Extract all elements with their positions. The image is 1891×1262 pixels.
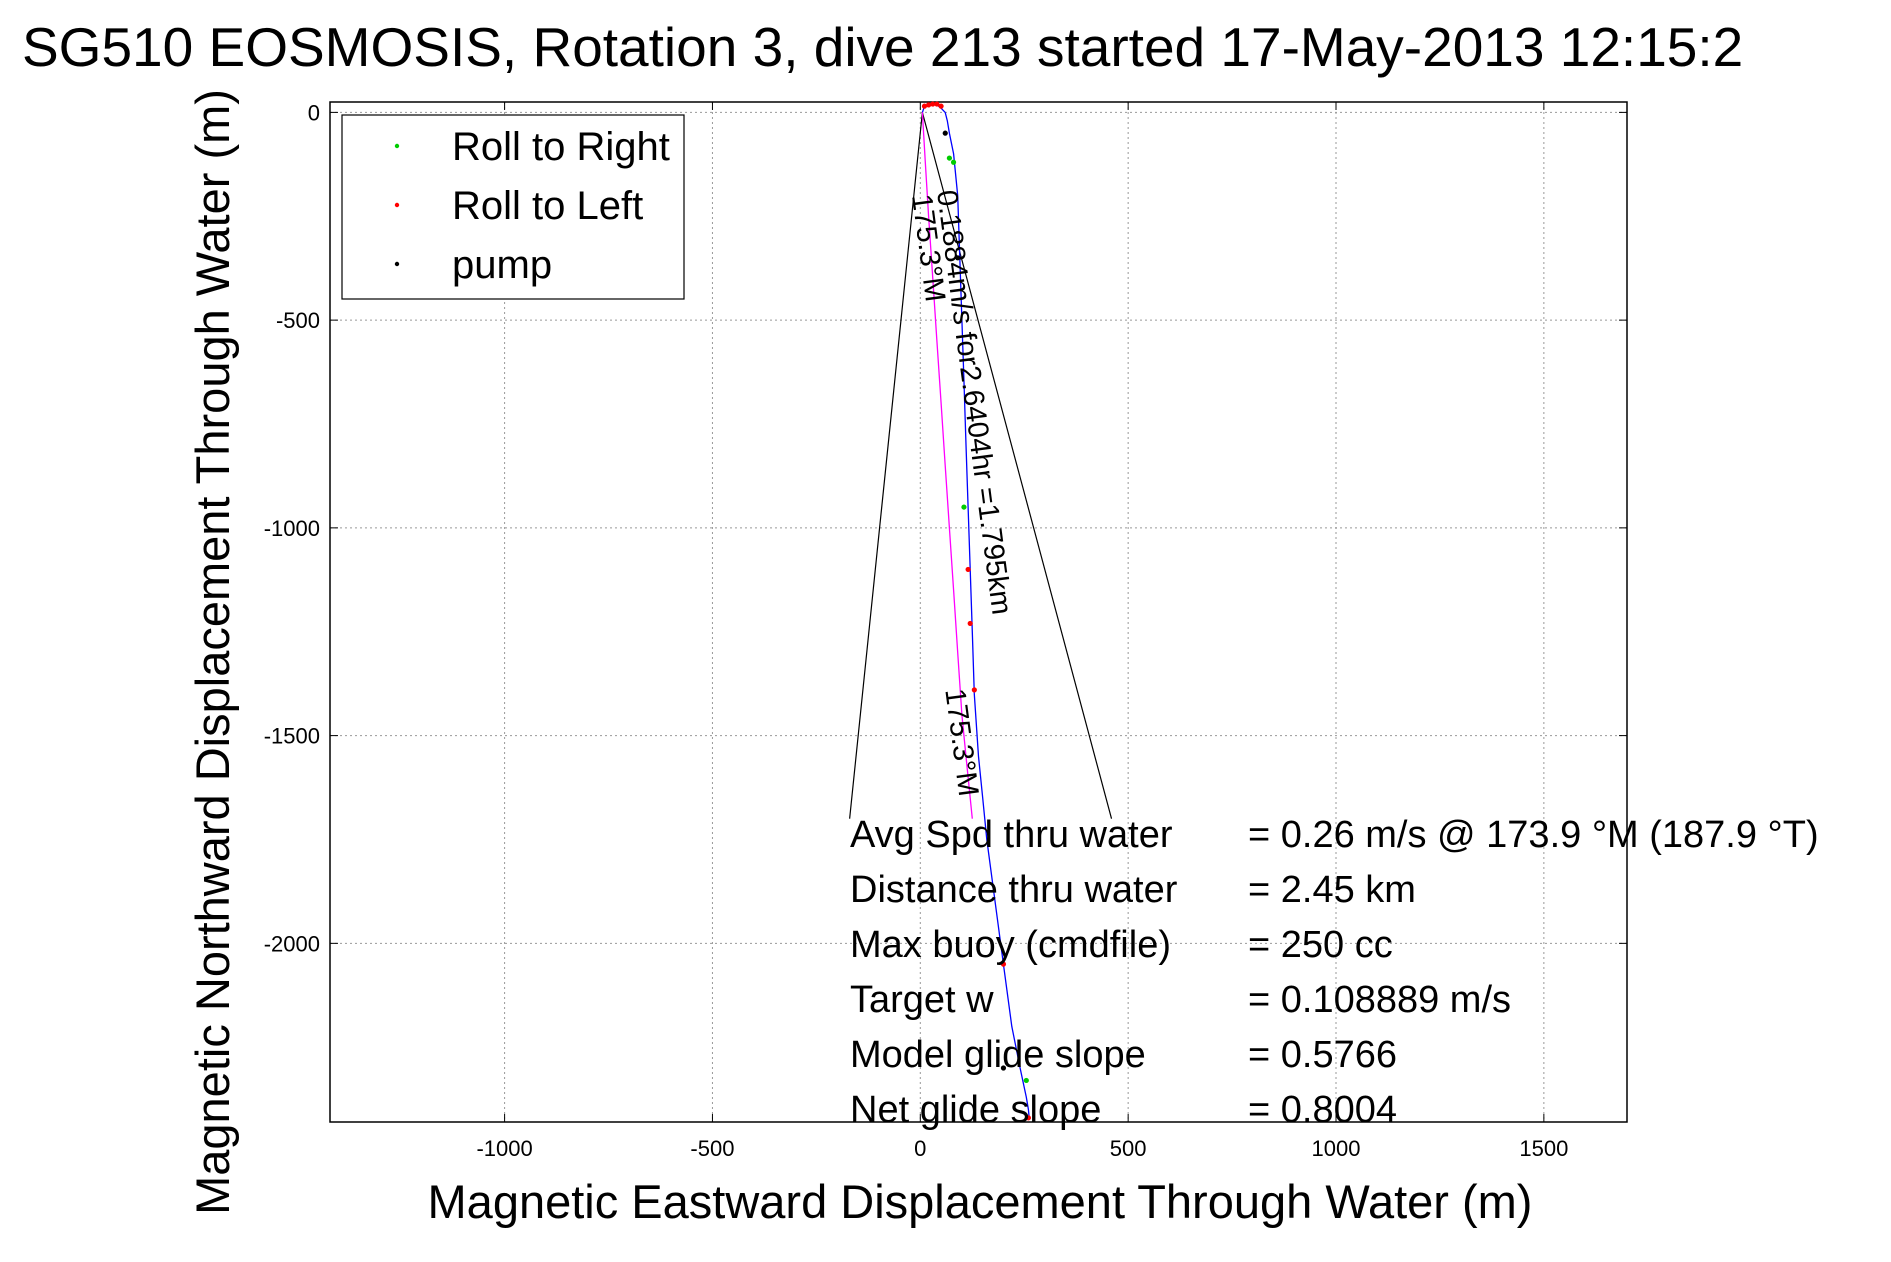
chart-title: SG510 EOSMOSIS, Rotation 3, dive 213 sta…	[22, 16, 1743, 78]
legend-label: Roll to Right	[452, 125, 670, 169]
pump-point	[942, 130, 948, 136]
roll-left-point	[971, 687, 977, 693]
y-tick-label: -2000	[264, 931, 320, 956]
x-axis-label: Magnetic Eastward Displacement Through W…	[428, 1175, 1533, 1228]
y-tick-label: 0	[308, 100, 320, 125]
x-tick-label: -500	[690, 1136, 734, 1161]
roll-right-point	[961, 504, 967, 510]
x-tick-label: -1000	[476, 1136, 532, 1161]
stat-value: = 2.45 km	[1248, 869, 1416, 911]
grid	[330, 102, 1627, 1122]
legend: Roll to Right Roll to Left pump	[341, 114, 685, 300]
ticks: -1000 -500 0 500 1000 1500 0 -500 -1000 -1500 -200…	[264, 100, 1627, 1161]
heading-wedge-line	[921, 112, 1113, 819]
legend-marker	[394, 143, 400, 149]
legend-marker	[394, 202, 400, 208]
roll-right-point	[950, 159, 957, 165]
x-tick-label: 1500	[1519, 1136, 1568, 1161]
roll-left-point	[926, 102, 932, 108]
roll-right-point	[946, 155, 953, 161]
stat-value: = 0.8004	[1248, 1089, 1397, 1131]
track-line	[921, 112, 973, 819]
legend-label: Roll to Left	[452, 184, 643, 228]
legend-marker	[394, 261, 400, 267]
stat-value: = 0.108889 m/s	[1248, 979, 1511, 1021]
stat-label: Avg Spd thru water	[850, 814, 1173, 856]
roll-left-point	[938, 103, 944, 109]
stat-value: = 250 cc	[1248, 924, 1393, 966]
stat-label: Model glide slope	[850, 1034, 1146, 1076]
pump-point	[1000, 1065, 1007, 1071]
stat-label: Distance thru water	[850, 869, 1178, 911]
roll-left-point	[1000, 961, 1007, 967]
x-tick-label: 1000	[1312, 1136, 1361, 1161]
roll-left-point	[934, 101, 940, 107]
y-tick-label: -1500	[264, 724, 320, 749]
y-tick-label: -1000	[264, 516, 320, 541]
y-axis-label: Magnetic Northward Displacement Through …	[186, 89, 239, 1215]
roll-left-point	[1025, 1115, 1031, 1121]
stat-label: Max buoy (cmdfile)	[850, 924, 1171, 966]
stats-block: Avg Spd thru water = 0.26 m/s @ 173.9 °M …	[850, 814, 1819, 1131]
roll-left-point	[921, 103, 928, 109]
heading-wedge-line	[849, 112, 923, 819]
stat-label: Net glide slope	[850, 1089, 1101, 1131]
roll-right-point	[1023, 1077, 1029, 1084]
legend-label: pump	[452, 243, 552, 287]
x-tick-label: 500	[1110, 1136, 1147, 1161]
stat-value: = 0.5766	[1248, 1034, 1397, 1076]
y-tick-label: -500	[276, 308, 320, 333]
roll-left-point	[965, 566, 971, 573]
pump-point	[955, 255, 961, 261]
stat-value: = 0.26 m/s @ 173.9 °M (187.9 °T)	[1248, 814, 1819, 856]
roll-left-point	[930, 101, 936, 107]
plot-frame	[329, 101, 1628, 1123]
stat-label: Target w	[850, 979, 994, 1021]
x-tick-label: 0	[914, 1136, 926, 1161]
markers-group	[921, 101, 1031, 1121]
wedge-lines	[849, 112, 1113, 819]
roll-left-point	[967, 620, 973, 627]
